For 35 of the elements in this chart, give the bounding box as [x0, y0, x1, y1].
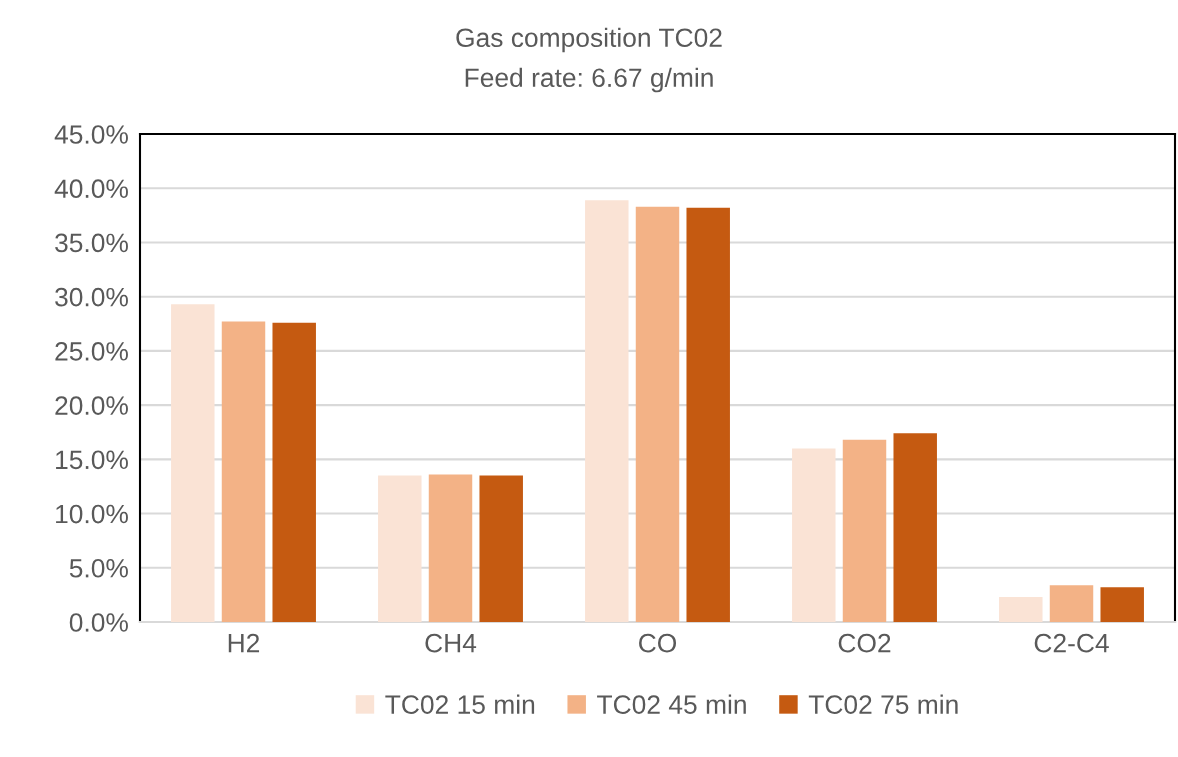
y-tick-label: 30.0% — [55, 287, 128, 307]
bar — [378, 475, 422, 622]
x-tick-label: CO2 — [838, 633, 891, 653]
y-tick-label: 15.0% — [56, 450, 128, 470]
x-tick-label: CH4 — [425, 633, 477, 653]
y-tick-label: 35.0% — [55, 233, 128, 253]
bar — [1100, 587, 1144, 622]
chart-title: Gas composition TC02 — [456, 27, 722, 53]
x-tick-label: H2 — [228, 633, 260, 653]
bar — [842, 439, 887, 622]
chart-subtitle: Feed rate: 6.67 g/min — [465, 67, 713, 93]
y-tick-label: 45.0% — [54, 125, 128, 144]
legend-label: TC02 75 min — [808, 694, 958, 714]
bar — [585, 200, 629, 622]
bar — [635, 206, 680, 622]
y-tick-label: 25.0% — [55, 342, 128, 361]
bar — [428, 474, 473, 622]
y-tick-label: 40.0% — [54, 179, 128, 199]
legend-label: TC02 45 min — [597, 694, 746, 714]
bar — [171, 304, 215, 622]
y-tick-label: 5.0% — [69, 558, 128, 578]
bar — [479, 475, 523, 622]
bar — [686, 207, 730, 622]
x-tick-label: CO — [639, 633, 677, 653]
y-tick-label: 10.0% — [56, 504, 128, 524]
bar — [893, 433, 937, 622]
legend-label: TC02 15 min — [385, 694, 535, 714]
bar — [792, 448, 836, 622]
bar — [1049, 585, 1094, 622]
x-tick-label: C2-C4 — [1034, 633, 1109, 653]
y-tick-label: 20.0% — [55, 396, 128, 415]
y-tick-label: 0.0% — [69, 613, 128, 632]
bar — [999, 597, 1043, 622]
bar — [221, 321, 266, 622]
bar — [272, 322, 316, 622]
